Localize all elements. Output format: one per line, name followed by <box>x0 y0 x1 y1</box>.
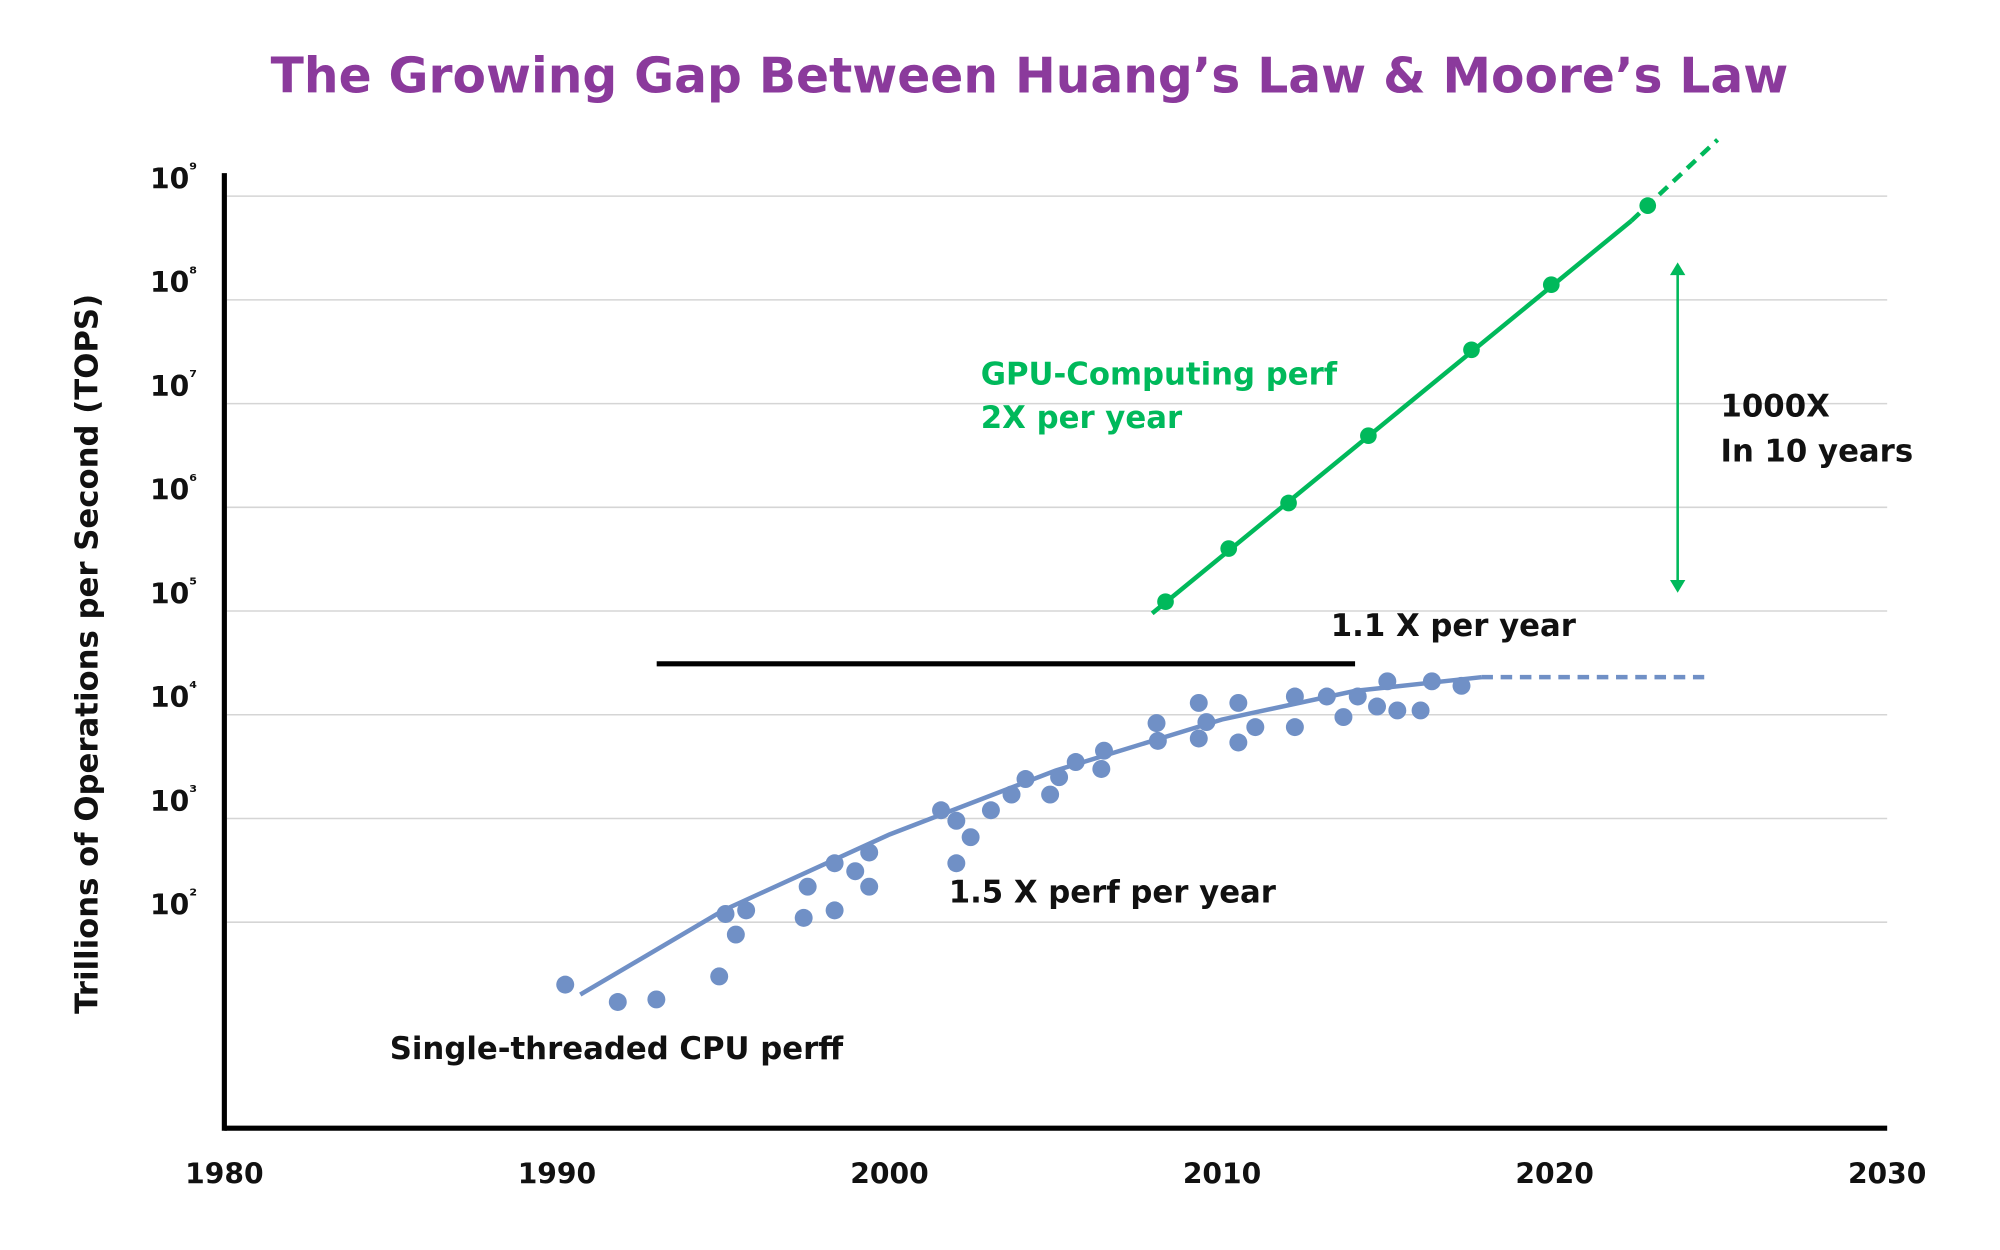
annotation-gap-line2: In 10 years <box>1721 434 1914 470</box>
cpu-data-point <box>932 801 951 820</box>
gpu-data-point <box>1463 341 1480 359</box>
cpu-data-point <box>716 904 735 923</box>
cpu-data-point <box>1246 718 1265 737</box>
x-tick-label: 2030 <box>1848 1157 1926 1190</box>
cpu-data-point <box>1229 693 1248 712</box>
gap-arrowhead-up <box>1669 262 1686 276</box>
cpu-data-point <box>1095 741 1113 760</box>
cpu-data-point <box>947 854 966 873</box>
cpu-data-point <box>1229 733 1248 752</box>
cpu-data-point <box>1147 714 1166 733</box>
y-tick-label: 10² <box>150 886 197 922</box>
gpu-data-point <box>1542 276 1560 294</box>
y-axis-label: Trillions of Operations per Second (TOPS… <box>69 294 105 1014</box>
cpu-data-point <box>1197 713 1216 732</box>
cpu-data-point <box>825 854 844 873</box>
cpu-data-point <box>737 901 756 920</box>
cpu-data-point <box>1016 770 1035 789</box>
chart-title: The Growing Gap Between Huang’s Law & Mo… <box>271 48 1789 104</box>
cpu-data-point <box>860 843 879 862</box>
y-tick-label: 10⁹ <box>150 160 197 196</box>
cpu-data-point <box>860 877 879 896</box>
y-tick-label: 10⁴ <box>150 678 197 714</box>
cpu-data-point <box>726 925 745 944</box>
y-tick-label: 10⁶ <box>150 471 197 507</box>
cpu-data-point <box>1317 687 1336 706</box>
x-tick-label: 2010 <box>1183 1157 1261 1190</box>
y-tick-label: 10⁵ <box>150 575 197 611</box>
annotation-cpu-rate: 1.5 X perf per year <box>949 875 1277 911</box>
y-tick-label: 10⁷ <box>150 367 197 403</box>
cpu-data-point <box>556 975 575 994</box>
cpu-data-point <box>1285 687 1304 706</box>
annotation-gpu-line2: 2X per year <box>981 400 1183 436</box>
x-tick-label: 2020 <box>1515 1157 1593 1190</box>
cpu-data-point <box>1189 729 1208 748</box>
cpu-data-point <box>647 990 666 1009</box>
cpu-data-point <box>1411 701 1430 720</box>
cpu-data-point <box>1348 687 1367 706</box>
cpu-data-point <box>1050 768 1069 787</box>
gpu-data-point <box>1639 197 1657 214</box>
cpu-data-point <box>981 801 1000 820</box>
cpu-data-point <box>1388 701 1407 720</box>
cpu-data-point <box>1041 785 1060 804</box>
gpu-data-point <box>1360 427 1377 445</box>
cpu-data-point <box>710 967 729 986</box>
cpu-data-point <box>794 908 813 927</box>
gpu-data-point <box>1157 593 1174 611</box>
gpu-data-point <box>1220 540 1238 557</box>
cpu-data-point <box>1368 697 1387 716</box>
cpu-data-point <box>798 877 817 896</box>
cpu-data-point <box>1092 760 1111 778</box>
cpu-data-point <box>1378 672 1397 691</box>
cpu-data-point <box>961 828 980 847</box>
cpu-data-point <box>1334 708 1353 727</box>
cpu-data-point <box>1285 718 1304 737</box>
cpu-data-point <box>1452 676 1471 695</box>
cpu-data-point <box>846 862 865 881</box>
annotation-flat-rate: 1.1 X per year <box>1331 608 1577 644</box>
cpu-data-point <box>825 901 844 920</box>
annotation-gap-line1: 1000X <box>1721 389 1831 425</box>
cpu-data-point <box>1066 753 1085 772</box>
cpu-data-point <box>608 993 627 1011</box>
x-tick-label: 1990 <box>518 1157 596 1190</box>
annotation-cpu-label: Single-threaded CPU perff <box>390 1031 845 1067</box>
y-tick-label: 10³ <box>150 782 197 818</box>
gap-arrowhead-down <box>1669 579 1686 593</box>
gpu-data-point <box>1280 494 1297 512</box>
x-tick-label: 1980 <box>185 1157 263 1190</box>
cpu-data-point <box>1148 731 1167 750</box>
cpu-data-point <box>1422 672 1441 691</box>
cpu-data-point <box>1189 693 1208 712</box>
x-tick-label: 2000 <box>850 1157 928 1190</box>
y-tick-label: 10⁸ <box>150 263 197 299</box>
cpu-data-point <box>1002 785 1021 804</box>
cpu-data-point <box>947 811 966 830</box>
annotation-gpu-line1: GPU-Computing perf <box>981 357 1338 393</box>
